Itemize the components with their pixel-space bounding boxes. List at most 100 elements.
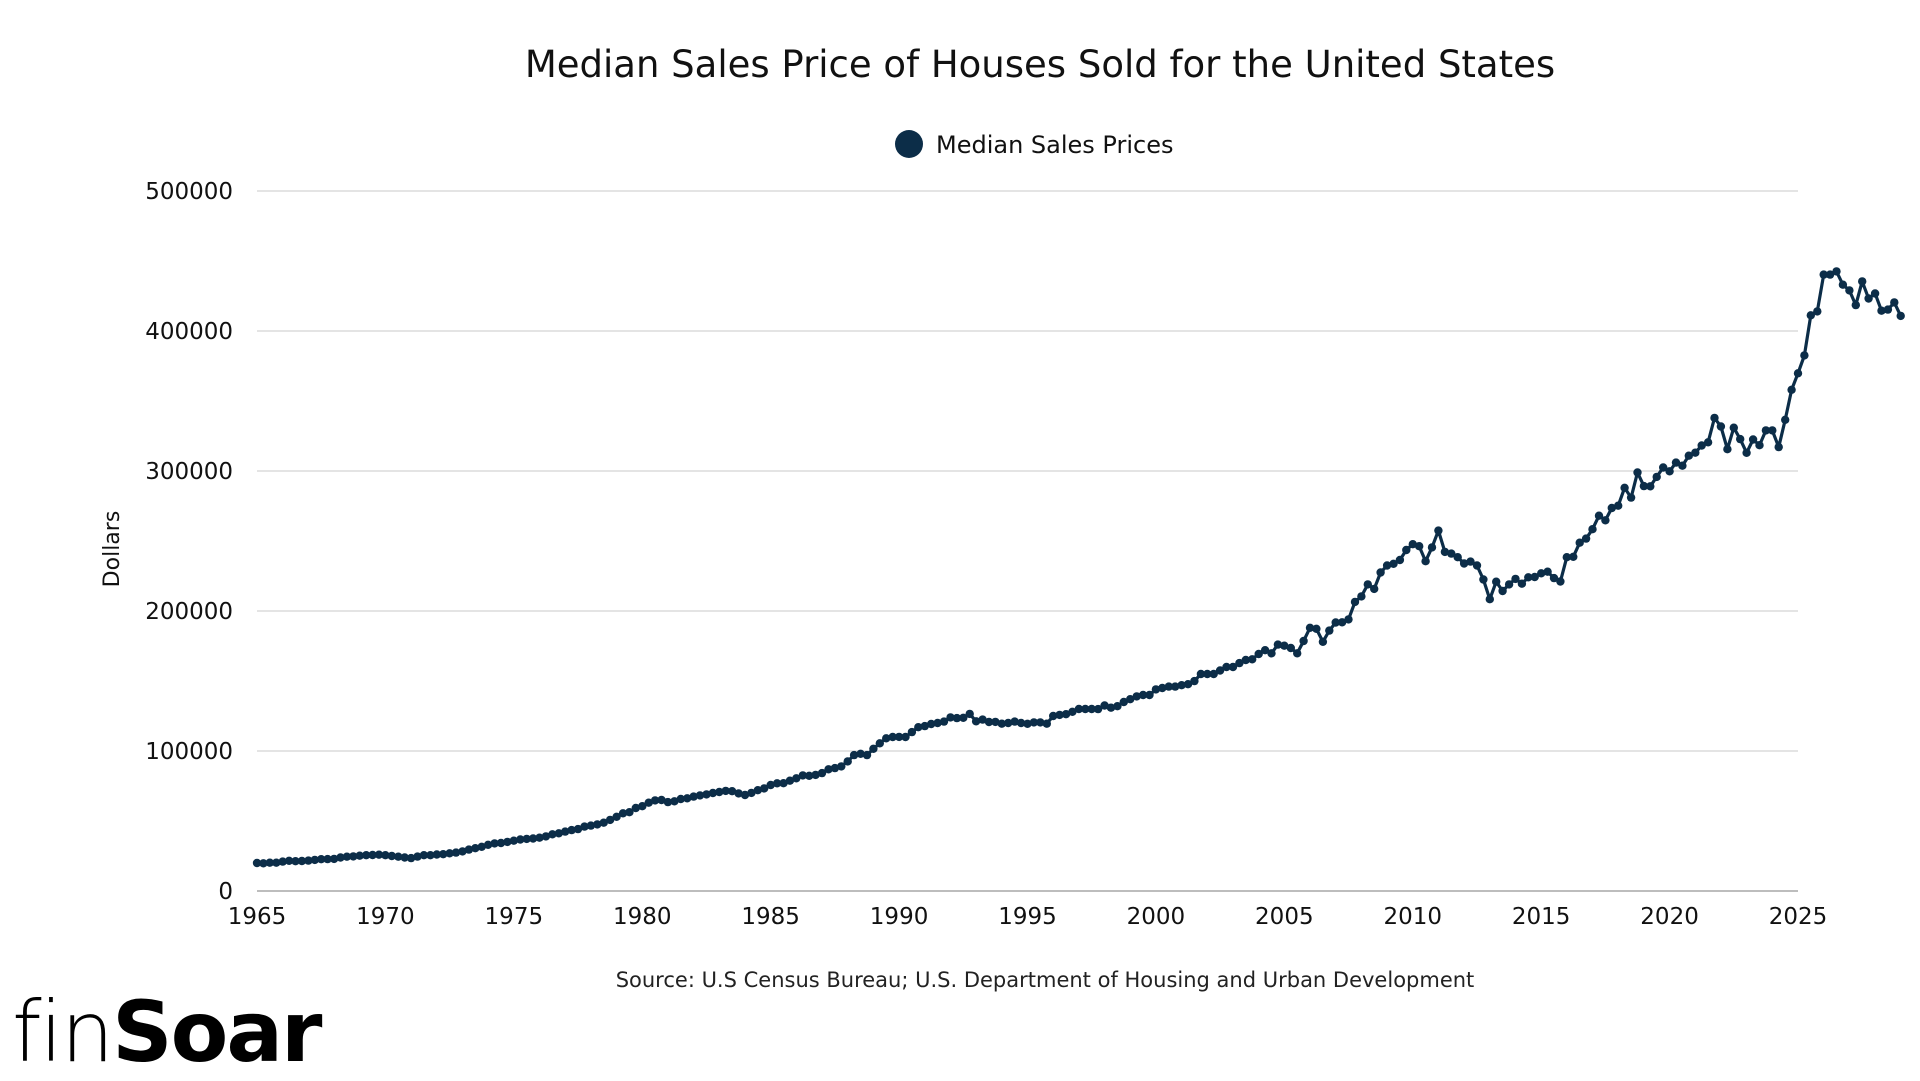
data-point	[856, 749, 865, 758]
data-point	[708, 788, 718, 798]
data-point	[1299, 636, 1308, 646]
data-point	[1164, 682, 1174, 691]
data-point	[419, 851, 429, 860]
data-point	[1363, 580, 1373, 589]
data-point	[1453, 553, 1462, 562]
data-point	[1055, 710, 1064, 720]
data-point	[1466, 557, 1475, 566]
series-median-sales-prices	[252, 267, 1905, 868]
data-point	[586, 821, 596, 830]
legend: Median Sales Prices	[895, 130, 1173, 159]
data-point	[1703, 438, 1713, 447]
x-tick-label: 2000	[1127, 904, 1186, 930]
data-point	[1126, 695, 1135, 704]
data-point	[901, 732, 910, 742]
data-point	[1697, 441, 1706, 450]
data-point	[1370, 584, 1379, 594]
data-point	[1678, 461, 1687, 470]
data-point	[1652, 472, 1661, 482]
data-point	[747, 788, 756, 798]
data-point	[477, 842, 486, 851]
data-point	[1626, 493, 1636, 502]
data-point	[541, 832, 551, 841]
data-point	[1074, 704, 1084, 714]
data-point	[1235, 658, 1244, 668]
data-point	[1081, 704, 1090, 714]
data-point	[1761, 426, 1771, 435]
data-point	[1755, 441, 1764, 450]
data-point	[567, 825, 576, 835]
data-point	[631, 803, 640, 813]
data-point	[1440, 547, 1450, 557]
data-point	[760, 784, 769, 793]
data-point	[1684, 451, 1694, 460]
data-point	[528, 834, 538, 843]
data-point	[785, 776, 795, 785]
data-point	[657, 795, 666, 805]
data-point	[978, 715, 987, 724]
data-point	[1415, 542, 1424, 551]
data-point	[406, 853, 416, 863]
data-point	[1215, 666, 1225, 675]
data-point	[1389, 559, 1398, 568]
data-point	[561, 827, 570, 836]
x-tick-label: 2015	[1512, 904, 1571, 930]
data-point	[1286, 643, 1296, 653]
data-point	[1793, 369, 1803, 378]
data-point	[1549, 573, 1559, 583]
data-point	[1530, 572, 1539, 582]
data-point	[798, 771, 807, 780]
data-point	[1318, 637, 1328, 646]
data-point	[1511, 574, 1520, 584]
data-point	[683, 794, 692, 803]
data-point	[1305, 623, 1315, 632]
x-tick-label: 2005	[1255, 904, 1314, 930]
data-point	[1100, 701, 1109, 710]
data-point	[1742, 448, 1751, 457]
data-point	[1601, 516, 1610, 525]
data-point	[1748, 435, 1758, 444]
data-point	[317, 855, 326, 864]
data-point	[1350, 597, 1360, 607]
data-point	[888, 732, 897, 742]
data-point	[342, 852, 352, 861]
y-axis-ticks: 0 100000 200000 300000 400000 500000	[145, 179, 233, 905]
data-point	[1254, 649, 1263, 659]
data-point	[1620, 483, 1629, 492]
data-point	[1492, 577, 1501, 586]
data-point	[284, 856, 294, 865]
y-tick-label: 300000	[145, 459, 233, 485]
data-point	[400, 853, 409, 862]
data-point	[1203, 669, 1212, 679]
x-tick-label: 1985	[741, 904, 800, 930]
data-point	[445, 849, 454, 858]
data-point	[291, 857, 300, 866]
data-point	[1716, 422, 1726, 431]
data-point	[1524, 573, 1533, 582]
data-point	[1588, 525, 1597, 534]
data-point	[1504, 580, 1514, 589]
data-point	[959, 713, 968, 722]
data-point	[1267, 649, 1276, 658]
legend-marker	[895, 130, 923, 158]
data-point	[1049, 711, 1058, 721]
x-tick-label: 1990	[870, 904, 929, 930]
data-point	[259, 859, 268, 868]
data-point	[862, 750, 872, 760]
data-point	[265, 858, 274, 867]
data-point	[1395, 555, 1405, 565]
data-point	[1498, 586, 1507, 596]
x-tick-label: 2025	[1769, 904, 1828, 930]
data-point	[1280, 641, 1289, 650]
data-point	[599, 818, 608, 827]
data-point	[593, 820, 602, 829]
data-point	[1594, 511, 1604, 520]
data-point	[272, 858, 281, 867]
data-point	[1222, 662, 1231, 672]
data-point	[1010, 717, 1019, 726]
data-point	[1042, 719, 1052, 728]
data-point	[1171, 682, 1180, 691]
data-point	[933, 718, 942, 728]
data-point	[1883, 305, 1893, 314]
